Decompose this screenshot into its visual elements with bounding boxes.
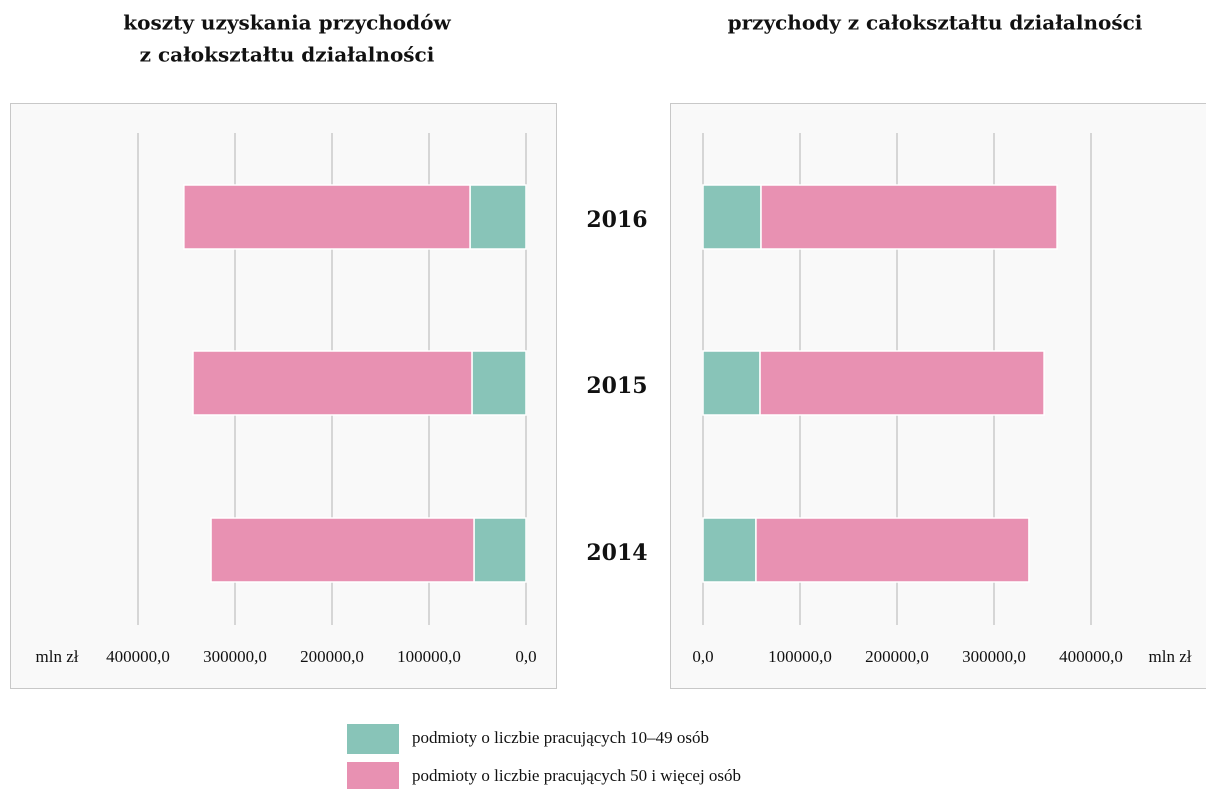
x-tick-label: 100000,0	[768, 647, 832, 666]
x-axis-label: mln zł	[36, 647, 79, 666]
legend-swatch	[347, 762, 399, 789]
bar	[702, 350, 761, 416]
legend-swatch	[347, 724, 399, 754]
bar	[469, 184, 527, 250]
x-axis-label: mln zł	[1149, 647, 1192, 666]
bar	[210, 517, 475, 583]
x-tick-label: 100000,0	[397, 647, 461, 666]
x-tick-label: 400000,0	[1059, 647, 1123, 666]
panel-title: koszty uzyskania przychodów	[123, 11, 451, 35]
category-label: 2014	[586, 540, 647, 566]
bar	[183, 184, 471, 250]
bar	[760, 184, 1058, 250]
x-tick-label: 300000,0	[203, 647, 267, 666]
x-tick-label: 400000,0	[106, 647, 170, 666]
category-label: 2016	[586, 207, 647, 233]
legend-label: podmioty o liczbie pracujących 50 i więc…	[412, 766, 741, 785]
x-tick-label: 200000,0	[300, 647, 364, 666]
bar	[702, 184, 762, 250]
x-tick-label: 0,0	[692, 647, 713, 666]
bar	[702, 517, 757, 583]
panel-title: przychody z całokształtu działalności	[728, 11, 1143, 35]
legend-label: podmioty o liczbie pracujących 10–49 osó…	[412, 728, 709, 747]
panel-title: z całokształtu działalności	[140, 43, 435, 67]
x-tick-label: 0,0	[515, 647, 536, 666]
x-tick-label: 300000,0	[962, 647, 1026, 666]
bar	[755, 517, 1030, 583]
x-tick-label: 200000,0	[865, 647, 929, 666]
category-label: 2015	[586, 373, 647, 399]
bar	[192, 350, 473, 416]
bar	[471, 350, 527, 416]
bar	[759, 350, 1045, 416]
bar	[473, 517, 527, 583]
